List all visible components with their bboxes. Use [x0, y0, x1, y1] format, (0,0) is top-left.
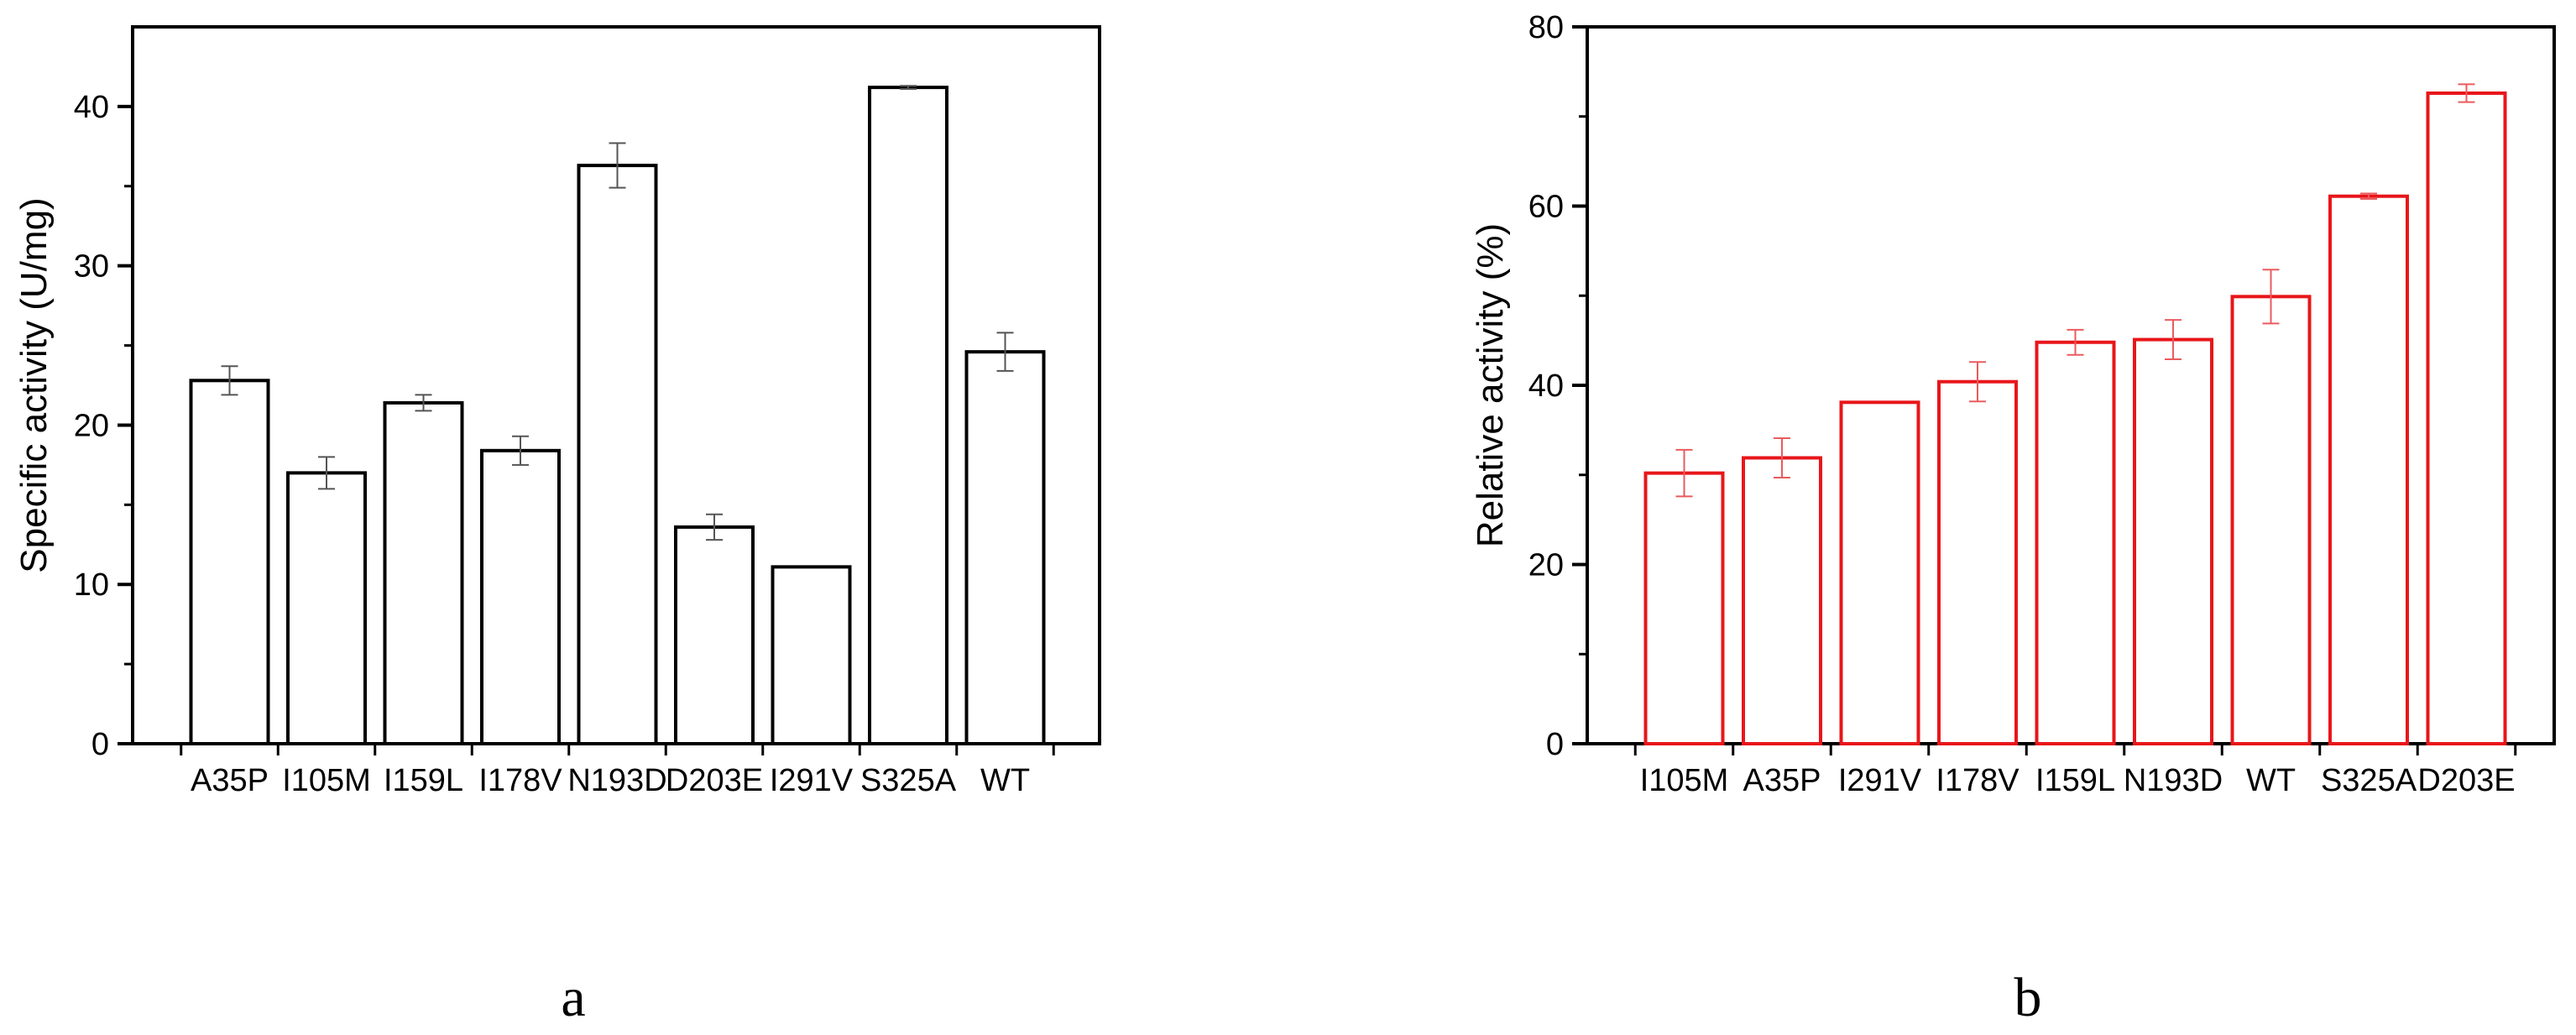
panel-a-x-tick-label: S325A — [860, 763, 957, 798]
panel-a-x-tick-label: N193D — [567, 763, 666, 798]
panel-a-bar-D203E — [674, 525, 755, 745]
panel-b-bar-N193D — [2133, 337, 2213, 745]
panel-a-x-tick-label: I178V — [478, 763, 562, 798]
panel-a-bar-I105M — [286, 471, 367, 746]
panel-b-x-tick-label: I159L — [2035, 763, 2115, 798]
panel-b-x-tick-label: A35P — [1743, 763, 1821, 798]
panel-b-bar-WT — [2230, 295, 2312, 745]
panel-b-y-tick-label: 80 — [1528, 10, 1564, 45]
panel-b-x-tick-label: WT — [2246, 763, 2296, 798]
panel-b-x-tick-label: I291V — [1838, 763, 1922, 798]
panel-a-x-tick-label: I291V — [770, 763, 854, 798]
panel-a-x-tick-label: D203E — [666, 763, 763, 798]
panel-b-bar-A35P — [1742, 456, 1822, 746]
panel-a-y-tick-label: 10 — [74, 567, 109, 603]
panel-a-x-tick-label: I159L — [384, 763, 463, 798]
panel-b-bar-I159L — [2035, 340, 2116, 745]
panel-b-bar-I291V — [1839, 400, 1920, 745]
panel-a-bar-I178V — [480, 448, 561, 745]
panel-b-bar-S325A — [2328, 194, 2409, 745]
panel-b-y-tick-label: 0 — [1546, 727, 1564, 762]
panel-a-bar-I291V — [771, 565, 852, 746]
panel-b-panel-label: b — [2014, 967, 2042, 1028]
panel-a-y-tick-label: 0 — [91, 727, 109, 762]
panel-b-y-tick-label: 20 — [1528, 548, 1564, 583]
panel-b-x-tick-label: I105M — [1640, 763, 1729, 798]
panel-a-x-tick-label: A35P — [191, 763, 269, 798]
panel-a-x-tick-label: WT — [980, 763, 1030, 798]
panel-a-y-axis-title: Specific activity (U/mg) — [13, 197, 55, 572]
panel-a-y-tick-label: 20 — [74, 408, 109, 443]
panel-b-y-axis-title: Relative activity (%) — [1470, 223, 1511, 547]
panel-a-bar-I159L — [383, 400, 464, 745]
panel-b-bar-D203E — [2426, 91, 2507, 746]
panel-b-bar-I178V — [1937, 379, 2018, 745]
panel-b-x-tick-label: D203E — [2417, 763, 2515, 798]
panel-b-x-tick-label: N193D — [2124, 763, 2223, 798]
panel-a-y-tick-label: 30 — [74, 249, 109, 285]
panel-a-bar-S325A — [868, 86, 948, 746]
panel-b-y-tick-label: 40 — [1528, 369, 1564, 404]
panel-a-bar-A35P — [189, 379, 270, 745]
panel-a-plot-frame — [131, 25, 1101, 745]
panel-b-chart: 0 20 40 60 80 I105M A35P I291V I178V I159L N193D WT… — [1470, 10, 2556, 1028]
panel-b-x-tick-label: I178V — [1936, 763, 2020, 798]
panel-a-panel-label: a — [561, 967, 585, 1028]
panel-a-x-tick-label: I105M — [282, 763, 371, 798]
panel-b-bar-I105M — [1643, 471, 1725, 745]
panel-a-bar-WT — [964, 350, 1046, 745]
panel-b-y-tick-label: 60 — [1528, 190, 1564, 225]
panel-a-bar-N193D — [577, 164, 658, 745]
panel-a-y-tick-label: 40 — [74, 90, 109, 125]
panel-b-plot-frame — [1586, 25, 2556, 745]
panel-b-x-tick-label: S325A — [2321, 763, 2417, 798]
